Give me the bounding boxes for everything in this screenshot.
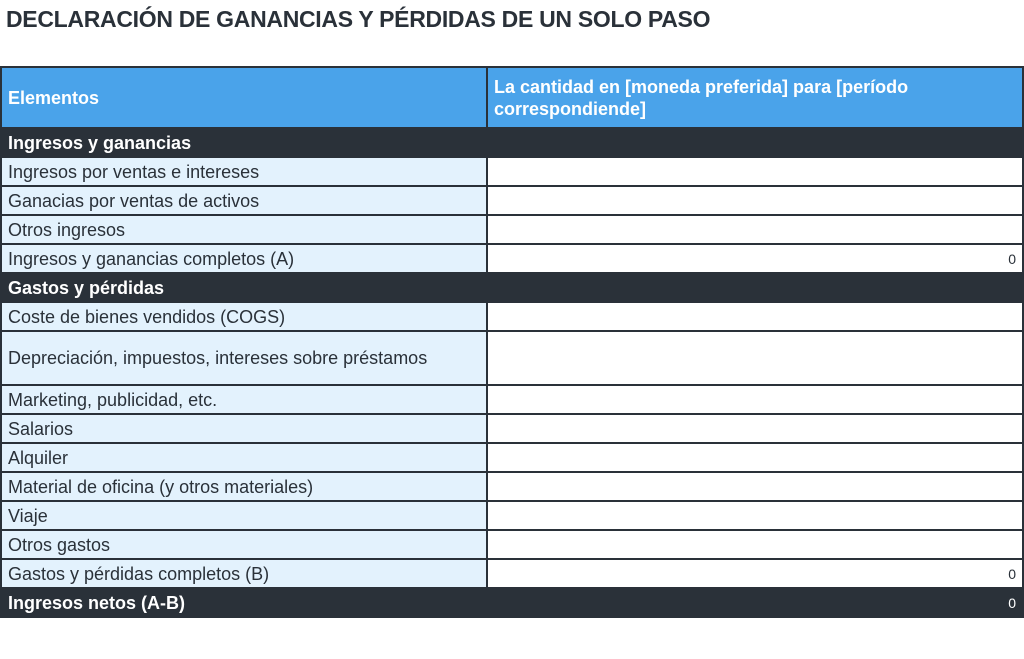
table-row: Ingresos por ventas e intereses <box>0 156 1024 187</box>
table-row: Gastos y pérdidas completos (B) 0 <box>0 558 1024 589</box>
section-header-row: Gastos y pérdidas <box>0 272 1024 303</box>
net-income-label: Ingresos netos (A-B) <box>0 587 488 618</box>
section-header-row: Ingresos y ganancias <box>0 127 1024 158</box>
amount-cell[interactable] <box>486 442 1024 473</box>
table-row: Coste de bienes vendidos (COGS) <box>0 301 1024 332</box>
profit-loss-table: Elementos La cantidad en [moneda preferi… <box>0 66 1024 618</box>
header-amount: La cantidad en [moneda preferida] para [… <box>486 66 1024 129</box>
row-label: Salarios <box>0 413 488 444</box>
row-label: Material de oficina (y otros materiales) <box>0 471 488 502</box>
amount-cell[interactable] <box>486 413 1024 444</box>
table-row: Marketing, publicidad, etc. <box>0 384 1024 415</box>
section-title: Ingresos y ganancias <box>0 127 1024 158</box>
table-row: Otros gastos <box>0 529 1024 560</box>
row-label: Alquiler <box>0 442 488 473</box>
amount-cell[interactable] <box>486 384 1024 415</box>
row-label: Ganacias por ventas de activos <box>0 185 488 216</box>
table-row: Depreciación, impuestos, intereses sobre… <box>0 330 1024 386</box>
table-row: Ganacias por ventas de activos <box>0 185 1024 216</box>
amount-cell[interactable] <box>486 330 1024 386</box>
net-income-row: Ingresos netos (A-B) 0 <box>0 587 1024 618</box>
table-row: Ingresos y ganancias completos (A) 0 <box>0 243 1024 274</box>
table-row: Salarios <box>0 413 1024 444</box>
amount-cell[interactable] <box>486 529 1024 560</box>
header-row: Elementos La cantidad en [moneda preferi… <box>0 66 1024 129</box>
amount-cell[interactable]: 0 <box>486 243 1024 274</box>
amount-cell[interactable]: 0 <box>486 558 1024 589</box>
row-label: Viaje <box>0 500 488 531</box>
row-label: Gastos y pérdidas completos (B) <box>0 558 488 589</box>
amount-cell[interactable] <box>486 471 1024 502</box>
net-income-value: 0 <box>486 587 1024 618</box>
row-label: Coste de bienes vendidos (COGS) <box>0 301 488 332</box>
table-row: Viaje <box>0 500 1024 531</box>
amount-cell[interactable] <box>486 156 1024 187</box>
header-elements: Elementos <box>0 66 488 129</box>
table-row: Material de oficina (y otros materiales) <box>0 471 1024 502</box>
amount-cell[interactable] <box>486 185 1024 216</box>
amount-cell[interactable] <box>486 500 1024 531</box>
amount-cell[interactable] <box>486 214 1024 245</box>
row-label: Otros gastos <box>0 529 488 560</box>
section-title: Gastos y pérdidas <box>0 272 1024 303</box>
row-label: Otros ingresos <box>0 214 488 245</box>
row-label: Marketing, publicidad, etc. <box>0 384 488 415</box>
table-row: Alquiler <box>0 442 1024 473</box>
row-label: Ingresos y ganancias completos (A) <box>0 243 488 274</box>
row-label: Depreciación, impuestos, intereses sobre… <box>0 330 488 386</box>
page-title: DECLARACIÓN DE GANANCIAS Y PÉRDIDAS DE U… <box>6 6 711 32</box>
table-row: Otros ingresos <box>0 214 1024 245</box>
row-label: Ingresos por ventas e intereses <box>0 156 488 187</box>
amount-cell[interactable] <box>486 301 1024 332</box>
